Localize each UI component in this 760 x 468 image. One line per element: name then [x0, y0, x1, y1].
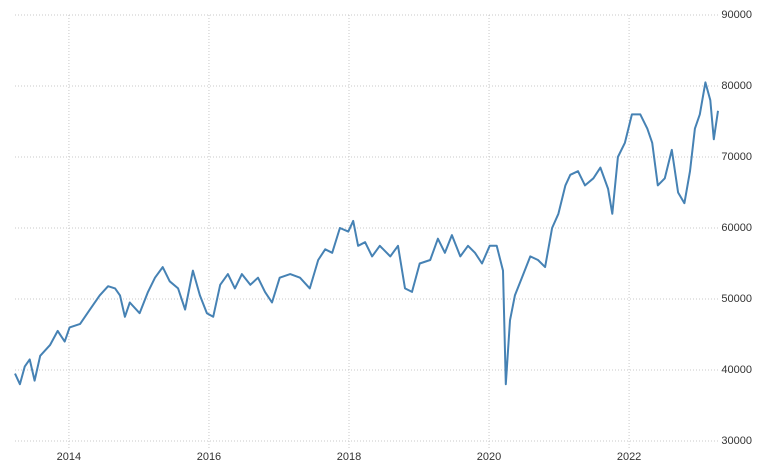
y-tick-label: 80000: [721, 80, 752, 92]
data-line: [14, 81, 719, 386]
x-tick-label: 2014: [57, 451, 81, 463]
x-tick-label: 2020: [477, 451, 501, 463]
y-tick-label: 30000: [721, 435, 752, 447]
y-tick-label: 90000: [721, 9, 752, 21]
x-tick-label: 2022: [617, 451, 641, 463]
x-tick-label: 2018: [337, 451, 361, 463]
y-tick-label: 70000: [721, 151, 752, 163]
x-tick-label: 2016: [197, 451, 221, 463]
y-tick-label: 50000: [721, 293, 752, 305]
y-tick-label: 60000: [721, 222, 752, 234]
y-tick-label: 40000: [721, 364, 752, 376]
